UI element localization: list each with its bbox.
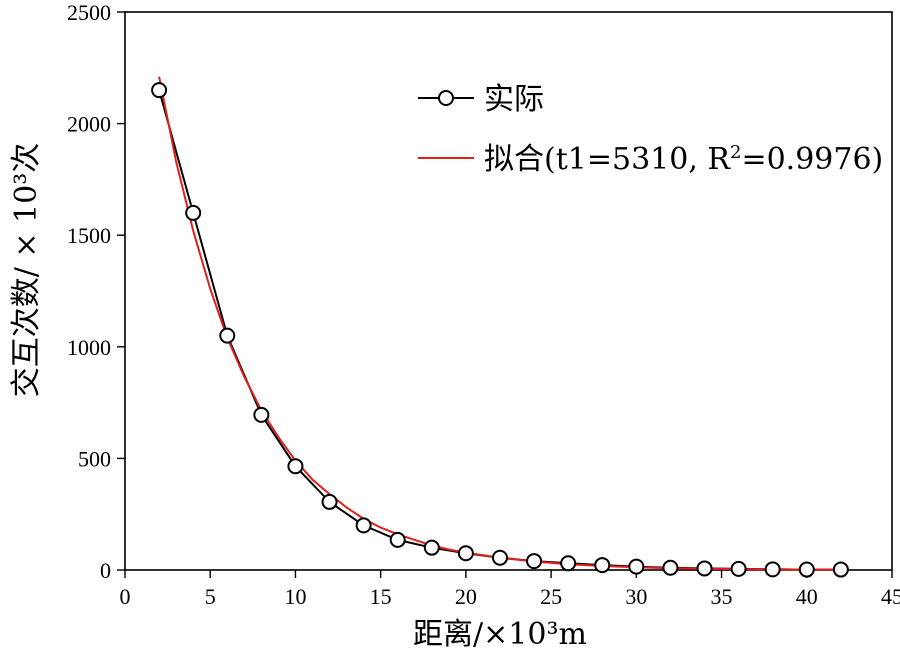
tick-labels: 0 5 10 15 20 25 30 35 40 45 0 500 1000 1500 2000 2500 [67,0,900,609]
actual-point [185,204,202,221]
y-tick-label: 500 [78,446,111,471]
actual-point [321,493,338,510]
actual-point [662,559,679,576]
actual-point [389,531,406,548]
actual-point [491,549,508,566]
y-tick-label: 1500 [67,223,111,248]
actual-point [151,82,168,99]
actual-point [219,327,236,344]
y-tick-label: 2000 [67,112,111,137]
x-tick-label: 0 [120,584,131,609]
legend-actual-marker [438,90,454,106]
actual-point [594,557,611,574]
actual-point [730,560,747,577]
x-tick-label: 5 [205,584,216,609]
legend-actual-label: 实际 [484,82,544,117]
x-tick-label: 35 [711,584,733,609]
legend-fit-label: 拟合(t1=5310, R2=0.9976) [484,142,883,177]
actual-point [355,517,372,534]
actual-point [798,561,815,578]
legend: 实际 拟合(t1=5310, R2=0.9976) [418,82,883,177]
x-tick-label: 20 [455,584,477,609]
actual-point [764,561,781,578]
x-tick-label: 25 [540,584,562,609]
legend-fit-label-sup: 2 [730,142,741,163]
x-tick-label: 15 [370,584,392,609]
y-tick-label: 2500 [67,0,111,25]
x-tick-label: 40 [796,584,818,609]
actual-point [457,545,474,562]
y-axis-title: 交互次数/ × 10³次 [9,143,44,398]
actual-point [253,406,270,423]
x-axis-title: 距离/×10³m [413,617,587,652]
actual-point [696,560,713,577]
x-tick-label: 45 [881,584,900,609]
y-tick-label: 0 [100,558,111,583]
x-tick-label: 10 [284,584,306,609]
legend-fit-label-tail: =0.9976) [741,142,883,177]
actual-point [287,458,304,475]
y-tick-label: 1000 [67,335,111,360]
actual-point [423,539,440,556]
actual-point [526,553,543,570]
plot-frame [124,11,893,571]
legend-fit-label-main: 拟合(t1=5310, R [484,142,731,177]
actual-point [560,555,577,572]
actual-point [628,558,645,575]
actual-point [832,561,849,578]
series-layer [151,76,849,578]
x-tick-label: 30 [625,584,647,609]
